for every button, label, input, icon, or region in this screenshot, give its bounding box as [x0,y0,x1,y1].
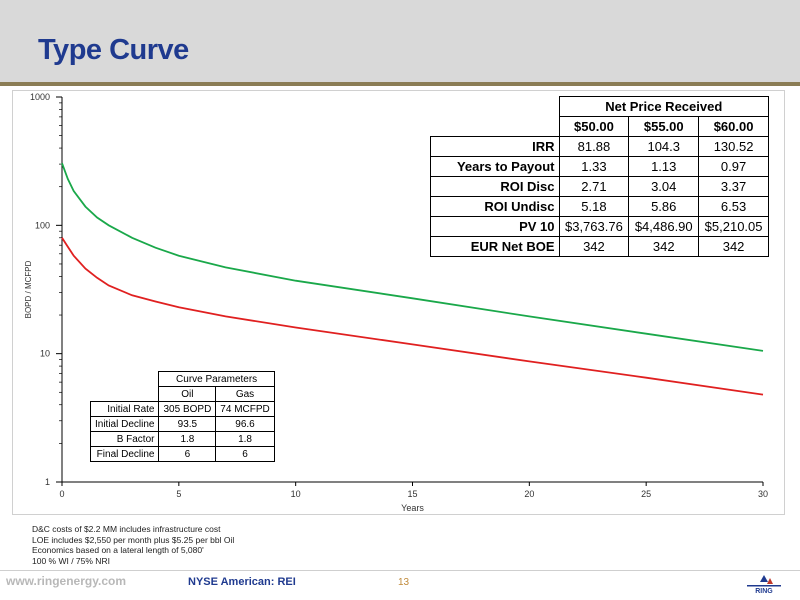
table-row: B Factor 1.8 1.8 [89,431,275,447]
table-row: Initial Decline 93.5 96.6 [89,416,275,432]
row-label: Final Decline [89,446,160,462]
price-table-title: Net Price Received [558,96,769,117]
cell-value: 1.33 [558,156,630,177]
table-row: EUR Net BOE 342 342 342 [430,236,769,257]
header-band [0,0,800,82]
cell-value: $4,486.90 [628,216,700,237]
cell-value: 3.04 [628,176,700,197]
x-tick-label: 20 [524,489,534,499]
footer-ticker: NYSE American: REI [188,576,296,588]
x-tick-label: 30 [758,489,768,499]
cell-value: 6 [158,446,217,462]
cell-value: 1.13 [628,156,700,177]
row-label: Years to Payout [430,156,560,177]
page-number: 13 [398,577,410,588]
table-row: Final Decline 6 6 [89,446,275,462]
row-label: IRR [430,136,560,157]
x-tick-label: 5 [176,489,181,499]
price-header: $60.00 [698,116,769,137]
cell-value: 5.18 [558,196,630,217]
type-curve-chart: 1 10 100 1000 0 5 10 15 20 25 30 Years BOPD / MCFPD [24,92,768,513]
footnote-line: D&C costs of $2.2 MM includes infrastruc… [32,524,221,534]
cell-value: 305 BOPD [158,401,217,417]
cell-value: 342 [628,236,700,257]
x-axis-title: Years [401,503,424,513]
cell-value: 6 [215,446,275,462]
table-row: ROI Disc 2.71 3.04 3.37 [430,176,769,197]
cell-value: 6.53 [698,196,769,217]
footnote-line: Economics based on a lateral length of 5… [32,545,204,555]
y-tick-label: 10 [40,349,50,359]
x-tick-label: 25 [641,489,651,499]
page-title: Type Curve [38,34,189,66]
table-row: ROI Undisc 5.18 5.86 6.53 [430,196,769,217]
row-label: PV 10 [430,216,560,237]
cell-value: $3,763.76 [558,216,630,237]
curve-parameters-table: Curve Parameters Oil Gas Initial Rate 305 BO… [89,371,275,462]
table-row: IRR 81.88 104.3 130.52 [430,136,769,157]
cell-value: 342 [558,236,630,257]
cell-value: 3.37 [698,176,769,197]
curve-table-title: Curve Parameters [158,371,275,387]
y-tick-label: 100 [35,220,50,230]
table-row: Years to Payout 1.33 1.13 0.97 [430,156,769,177]
x-tick-label: 15 [407,489,417,499]
cell-value: 0.97 [698,156,769,177]
cell-value: 342 [698,236,769,257]
cell-value: 104.3 [628,136,700,157]
y-tick-label: 1 [45,477,50,487]
footnote-line: 100 % WI / 75% NRI [32,555,110,566]
series-line-1 [61,162,764,352]
price-header: $55.00 [628,116,700,137]
x-tick-label: 10 [291,489,301,499]
column-header: Gas [215,386,275,402]
cell-value: 5.86 [628,196,700,217]
cell-value: 130.52 [698,136,769,157]
cell-value: 93.5 [158,416,217,432]
chart-frame [12,90,785,515]
row-label: EUR Net BOE [430,236,560,257]
footnotes: D&C costs of $2.2 MM includes infrastruc… [32,524,234,566]
footnote-line: LOE includes $2,550 per month plus $5.25… [32,534,235,545]
net-price-table: Net Price Received $50.00 $55.00 $60.00 IRR 8… [430,96,769,257]
row-label: B Factor [89,431,160,447]
cell-value: $5,210.05 [698,216,769,237]
logo-text: RING [755,588,773,595]
row-label: ROI Disc [430,176,560,197]
header-divider [0,82,800,86]
table-row: PV 10 $3,763.76 $4,486.90 $5,210.05 [430,216,769,237]
row-label: Initial Decline [89,416,160,432]
cell-value: 1.8 [215,431,275,447]
series-line-2 [61,237,764,396]
row-label: ROI Undisc [430,196,560,217]
cell-value: 1.8 [158,431,217,447]
x-tick-label: 0 [59,489,64,499]
price-header: $50.00 [558,116,630,137]
ring-logo-icon: RING [747,575,781,595]
cell-value: 74 MCFPD [215,401,275,417]
y-axis-title: BOPD / MCFPD [24,260,33,318]
cell-value: 81.88 [558,136,630,157]
footer-url-link[interactable]: www.ringenergy.com [6,574,127,588]
y-tick-label: 1000 [30,92,50,102]
cell-value: 2.71 [558,176,630,197]
row-label: Initial Rate [89,401,160,417]
table-row: Initial Rate 305 BOPD 74 MCFPD [89,401,275,417]
footer-divider [0,570,800,571]
column-header: Oil [158,386,217,402]
cell-value: 96.6 [215,416,275,432]
